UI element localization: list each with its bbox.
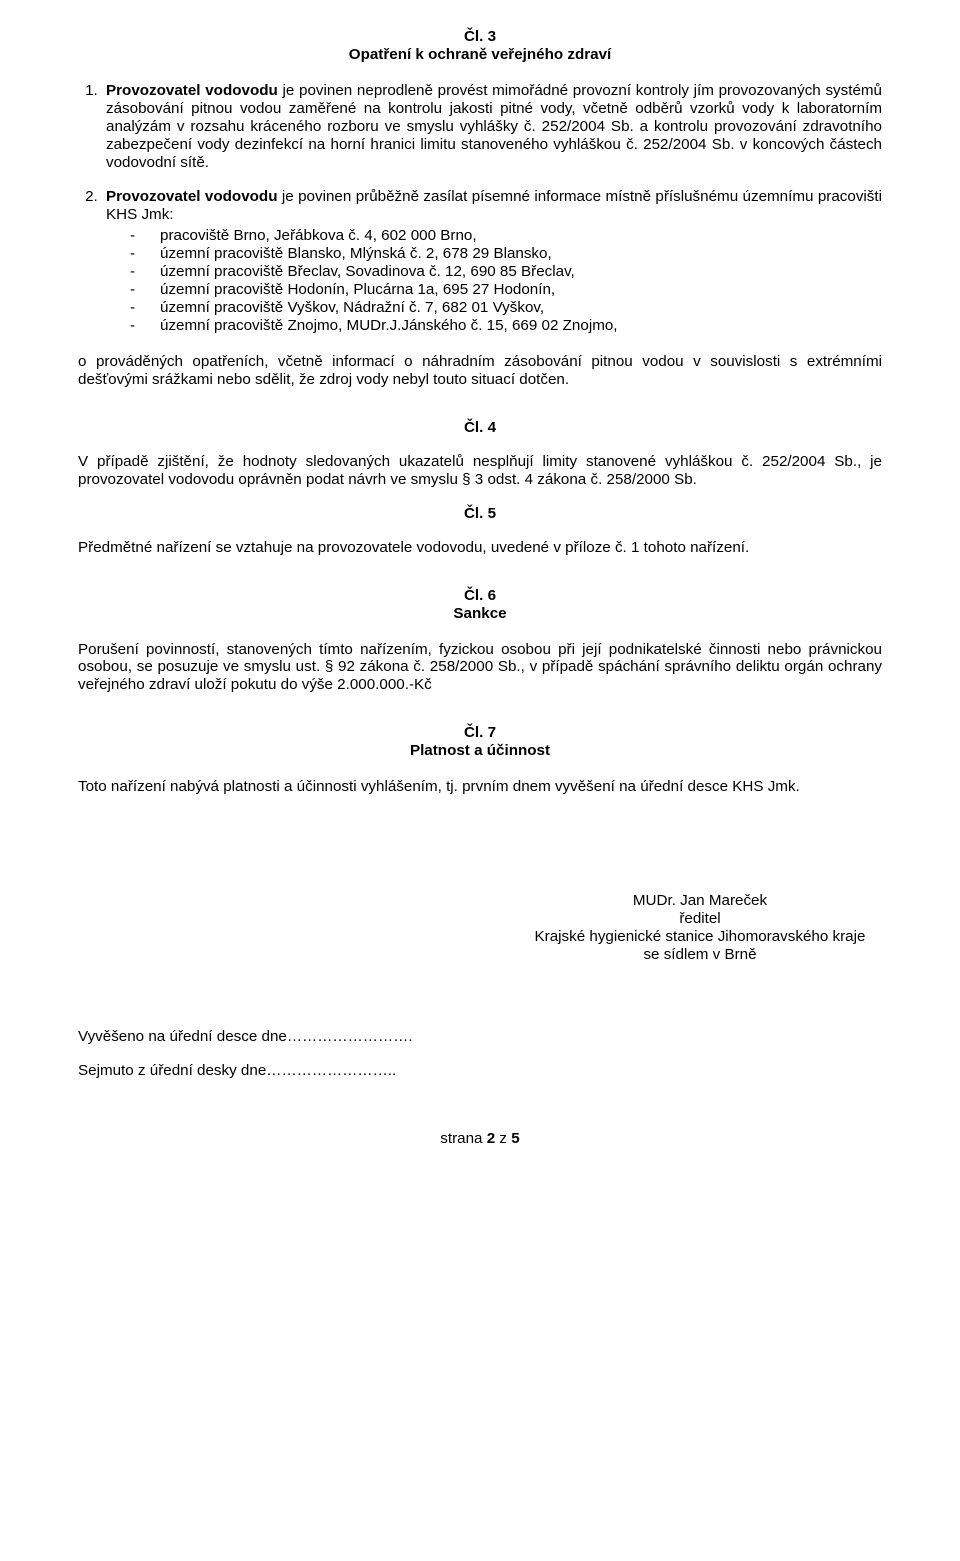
article3-subheading: Opatření k ochraně veřejného zdraví — [78, 46, 882, 64]
article5-body: Předmětné nařízení se vztahuje na provoz… — [78, 539, 882, 557]
page-number: strana 2 z 5 — [440, 1130, 519, 1147]
list-item: územní pracoviště Blansko, Mlýnská č. 2,… — [130, 245, 882, 263]
article5-heading: Čl. 5 — [78, 505, 882, 523]
article6-subheading: Sankce — [78, 605, 882, 623]
article6-body: Porušení povinností, stanovených tímto n… — [78, 641, 882, 695]
removed-line: Sejmuto z úřední desky dne…………………….. — [78, 1062, 882, 1080]
article3-list: Provozovatel vodovodu je povinen neprodl… — [78, 82, 882, 335]
signature-block: MUDr. Jan Mareček ředitel Krajské hygien… — [518, 892, 882, 964]
posted-line: Vyvěšeno na úřední desce dne……………………. — [78, 1028, 882, 1046]
signature-org1: Krajské hygienické stanice Jihomoravskéh… — [518, 928, 882, 946]
article7-subheading: Platnost a účinnost — [78, 742, 882, 760]
list-item: územní pracoviště Hodonín, Plucárna 1a, … — [130, 281, 882, 299]
article7-heading: Čl. 7 — [78, 724, 882, 742]
article3-item2-lead: Provozovatel vodovodu — [106, 188, 277, 205]
article4-heading: Čl. 4 — [78, 419, 882, 437]
signature-name: MUDr. Jan Mareček — [518, 892, 882, 910]
article3-heading: Čl. 3 — [78, 28, 882, 46]
list-item: územní pracoviště Břeclav, Sovadinova č.… — [130, 263, 882, 281]
list-item: územní pracoviště Vyškov, Nádražní č. 7,… — [130, 299, 882, 317]
article3-bullets: pracoviště Brno, Jeřábkova č. 4, 602 000… — [106, 227, 882, 335]
signature-role: ředitel — [518, 910, 882, 928]
list-item: územní pracoviště Znojmo, MUDr.J.Jánskéh… — [130, 317, 882, 335]
article3-item-1: Provozovatel vodovodu je povinen neprodl… — [102, 82, 882, 172]
article6-heading: Čl. 6 — [78, 587, 882, 605]
article3-item-2: Provozovatel vodovodu je povinen průběžn… — [102, 188, 882, 336]
list-item: pracoviště Brno, Jeřábkova č. 4, 602 000… — [130, 227, 882, 245]
signature-org2: se sídlem v Brně — [518, 946, 882, 964]
article7-body: Toto nařízení nabývá platnosti a účinnos… — [78, 778, 882, 796]
article3-tail: o prováděných opatřeních, včetně informa… — [78, 353, 882, 389]
article3-item1-lead: Provozovatel vodovodu — [106, 82, 278, 99]
article4-body: V případě zjištění, že hodnoty sledovaný… — [78, 453, 882, 489]
